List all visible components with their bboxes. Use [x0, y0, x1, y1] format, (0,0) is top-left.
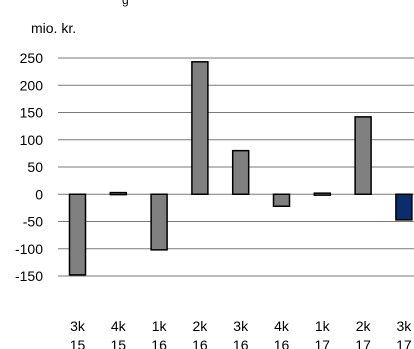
x-tick-label: 3k: [70, 318, 86, 334]
x-tick-label: 15: [70, 337, 86, 349]
partial-top-text: g: [122, 0, 129, 7]
gridlines: [58, 57, 414, 277]
x-tick-label: 15: [111, 337, 127, 349]
y-axis-unit-label: mio. kr.: [31, 20, 77, 36]
x-tick-label: 4k: [111, 318, 127, 334]
y-tick-label: 250: [20, 50, 44, 66]
x-tick-label: 17: [315, 337, 331, 349]
x-axis-tick-labels: 3k 15 4k 15 1k 16 2k 16 3k 16 4k 16 1k 17 2k 17 3k 17: [70, 318, 413, 349]
y-tick-label: -50: [23, 214, 43, 230]
bar: [354, 116, 372, 195]
y-tick-label: 200: [20, 77, 44, 93]
y-tick-label: 50: [27, 159, 43, 175]
x-tick-label: 16: [192, 337, 208, 349]
x-tick-label: 2k: [356, 318, 372, 334]
x-tick-label: 3k: [233, 318, 249, 334]
x-tick-label: 16: [151, 337, 167, 349]
x-tick-label: 17: [355, 337, 371, 349]
y-axis-tick-labels: 250 200 150 100 50 0 -50 -100 -150: [15, 50, 43, 284]
x-tick-label: 16: [233, 337, 249, 349]
bar: [109, 191, 128, 196]
x-tick-label: 2k: [193, 318, 209, 334]
bars: [68, 61, 413, 276]
x-tick-label: 3k: [397, 318, 413, 334]
y-tick-label: -100: [15, 241, 43, 257]
bar: [68, 193, 87, 276]
y-tick-label: 100: [20, 132, 44, 148]
y-tick-label: 0: [35, 186, 43, 202]
bar: [272, 193, 291, 207]
y-tick-label: -150: [15, 268, 43, 284]
bar: [231, 149, 250, 195]
bar: [191, 61, 209, 195]
bar: [150, 193, 168, 251]
y-tick-label: 150: [20, 105, 44, 121]
bar: [395, 193, 413, 221]
x-tick-label: 1k: [152, 318, 168, 334]
x-tick-label: 4k: [274, 318, 290, 334]
x-tick-label: 16: [274, 337, 290, 349]
x-tick-label: 17: [396, 337, 412, 349]
x-tick-label: 1k: [315, 318, 331, 334]
bar: [313, 192, 332, 196]
